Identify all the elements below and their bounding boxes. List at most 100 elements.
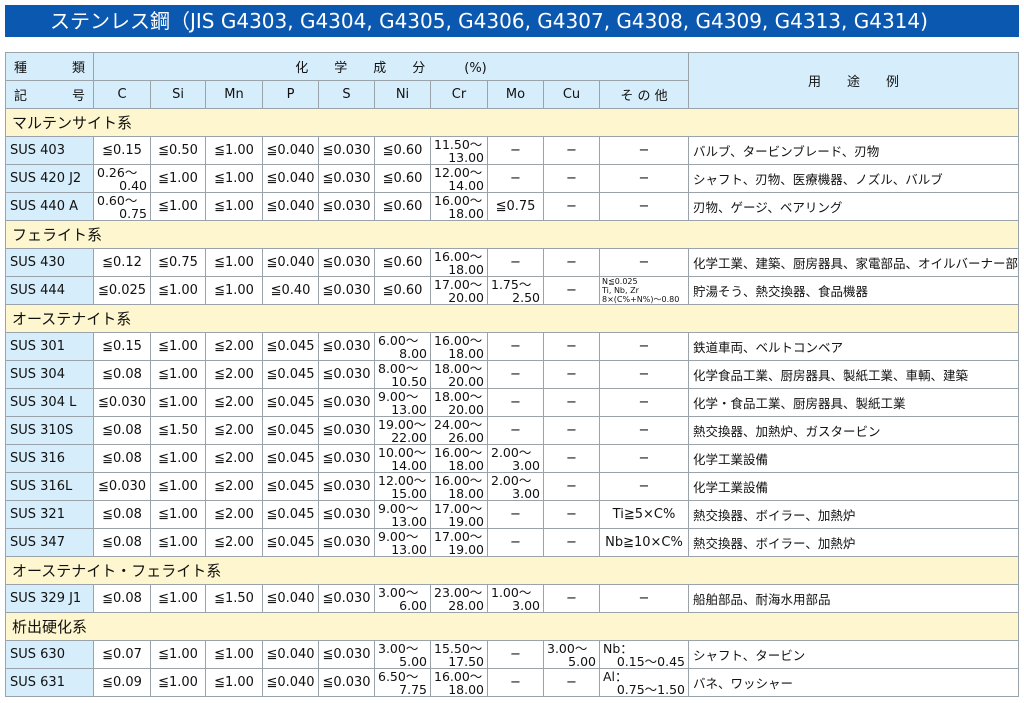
table-row: SUS 440 A 0.60〜 0.75 ≦1.00 ≦1.00 ≦0.040 ≦0.030… bbox=[5, 192, 1019, 221]
value-line: 5.00 bbox=[399, 653, 427, 669]
value-cell: 3.00〜 5.00 bbox=[374, 640, 431, 669]
value-cell: 16.00〜 18.00 bbox=[430, 668, 488, 697]
value-line: 2.00〜 bbox=[491, 444, 532, 460]
value-cell: ≦0.045 bbox=[262, 360, 319, 389]
value-line: 3.00 bbox=[512, 457, 540, 473]
column-header: Mn bbox=[205, 80, 263, 109]
use-cell: 刃物、ゲージ、ベアリング bbox=[688, 192, 1019, 221]
value-line: 13.00 bbox=[391, 541, 427, 557]
value-range: 16.00〜 18.00 bbox=[432, 334, 487, 360]
page-title: ステンレス鋼（JIS G4303, G4304, G4305, G4306, G… bbox=[5, 5, 1019, 37]
table-row: SUS 316L ≦0.030 ≦1.00 ≦2.00 ≦0.045 ≦0.030 12.0… bbox=[5, 472, 1019, 501]
table-row: SUS 420 J2 0.26〜 0.40 ≦1.00 ≦1.00 ≦0.040 ≦0.03… bbox=[5, 164, 1019, 193]
value-cell: − bbox=[487, 332, 544, 361]
category-label: マルテンサイト系 bbox=[5, 108, 1019, 137]
value-cell: 16.00〜 18.00 bbox=[430, 332, 488, 361]
value-line: 2.00〜 bbox=[491, 472, 532, 488]
value-range: 3.00〜 5.00 bbox=[376, 642, 430, 669]
value-cell: ≦0.09 bbox=[93, 668, 151, 697]
stainless-steel-table: 種類 化 学 成 分 (%) 用 途 例 記号 C Si Mn P S Ni Cr Mo Cu そ… bbox=[5, 52, 1019, 697]
value-cell: ≦1.00 bbox=[150, 276, 206, 305]
value-cell: 3.00〜 5.00 bbox=[543, 640, 600, 669]
value-cell: ≦1.00 bbox=[150, 388, 206, 417]
value-cell: Al： 0.75〜1.50 bbox=[599, 668, 689, 697]
value-line: 18.00 bbox=[448, 205, 484, 221]
value-cell: 6.50〜 7.75 bbox=[374, 668, 431, 697]
value-line: 16.00〜 bbox=[434, 192, 483, 208]
value-cell: − bbox=[599, 388, 689, 417]
value-cell: ≦0.75 bbox=[487, 192, 544, 221]
use-cell: バルブ、タービンブレード、刃物 bbox=[688, 136, 1019, 165]
value-range: 12.00〜 15.00 bbox=[376, 474, 430, 501]
category-label: 析出硬化系 bbox=[5, 612, 1019, 641]
value-line: 16.00〜 bbox=[434, 248, 483, 264]
table-row: SUS 301 ≦0.15 ≦1.00 ≦2.00 ≦0.045 ≦0.030 6.00〜 8… bbox=[5, 332, 1019, 361]
use-cell: 熱交換器、加熱炉、ガスタービン bbox=[688, 416, 1019, 445]
value-cell: ≦1.00 bbox=[150, 444, 206, 473]
use-cell: 化学食品工業、厨房器具、製紙工業、車輌、建築 bbox=[688, 360, 1019, 389]
value-cell: − bbox=[487, 164, 544, 193]
value-line: 22.00 bbox=[391, 429, 427, 445]
value-cell: ≦0.030 bbox=[318, 472, 375, 501]
value-cell: ≦0.030 bbox=[318, 444, 375, 473]
category-label: オーステナイト系 bbox=[5, 304, 1019, 333]
value-cell: ≦0.030 bbox=[318, 668, 375, 697]
value-cell: 17.00〜 19.00 bbox=[430, 500, 488, 529]
table-row: SUS 316 ≦0.08 ≦1.00 ≦2.00 ≦0.045 ≦0.030 10.00〜… bbox=[5, 444, 1019, 473]
note-line: N≦0.025 bbox=[602, 277, 638, 287]
value-line: 0.75〜1.50 bbox=[616, 681, 685, 697]
value-cell: ≦0.045 bbox=[262, 528, 319, 557]
use-cell: 化学工業、建築、厨房器具、家電部品、オイルバーナー部品 bbox=[688, 248, 1019, 277]
value-cell: ≦0.040 bbox=[262, 164, 319, 193]
value-cell: − bbox=[543, 528, 600, 557]
value-cell: 18.00〜 20.00 bbox=[430, 388, 488, 417]
value-cell: ≦2.00 bbox=[205, 528, 263, 557]
value-line: 1.00〜 bbox=[491, 584, 532, 600]
table-row: SUS 630 ≦0.07 ≦1.00 ≦1.00 ≦0.040 ≦0.030 3.00〜 5… bbox=[5, 640, 1019, 669]
table-row: SUS 304 ≦0.08 ≦1.00 ≦2.00 ≦0.045 ≦0.030 8.00〜 1… bbox=[5, 360, 1019, 389]
value-cell: 9.00〜 13.00 bbox=[374, 388, 431, 417]
value-cell: ≦0.08 bbox=[93, 584, 151, 613]
value-line: 13.00 bbox=[391, 401, 427, 417]
designation-cell: SUS 430 bbox=[5, 248, 94, 277]
value-cell: ≦0.045 bbox=[262, 416, 319, 445]
table-row: SUS 347 ≦0.08 ≦1.00 ≦2.00 ≦0.045 ≦0.030 9.00〜 1… bbox=[5, 528, 1019, 557]
value-range: 16.00〜 18.00 bbox=[432, 192, 487, 221]
kind-label: 種 bbox=[14, 61, 28, 76]
value-cell: ≦1.00 bbox=[150, 164, 206, 193]
value-line: 1.75〜 bbox=[491, 276, 532, 292]
value-line: 2.50 bbox=[512, 289, 540, 305]
value-cell: ≦1.00 bbox=[205, 276, 263, 305]
column-header: Cr bbox=[430, 80, 488, 109]
value-cell: ≦0.030 bbox=[318, 640, 375, 669]
value-cell: − bbox=[543, 668, 600, 697]
value-cell: − bbox=[543, 360, 600, 389]
value-cell: ≦1.00 bbox=[150, 500, 206, 529]
value-cell: 16.00〜 18.00 bbox=[430, 248, 488, 277]
value-cell: ≦0.60 bbox=[374, 136, 431, 165]
value-range: 9.00〜 13.00 bbox=[376, 530, 430, 557]
value-line: 18.00 bbox=[448, 681, 484, 697]
value-line: 15.00 bbox=[391, 485, 427, 501]
value-cell: ≦0.045 bbox=[262, 332, 319, 361]
value-cell: − bbox=[599, 416, 689, 445]
designation-cell: SUS 630 bbox=[5, 640, 94, 669]
value-cell: − bbox=[543, 248, 600, 277]
value-line: 0.26〜 bbox=[97, 164, 138, 180]
use-cell: 化学工業設備 bbox=[688, 472, 1019, 501]
value-cell: ≦1.00 bbox=[205, 164, 263, 193]
value-range: 16.00〜 18.00 bbox=[432, 472, 487, 500]
value-cell: ≦0.040 bbox=[262, 668, 319, 697]
value-range: 16.00〜 18.00 bbox=[432, 446, 487, 472]
value-cell: 17.00〜 20.00 bbox=[430, 276, 488, 305]
value-line: 6.00 bbox=[399, 597, 427, 613]
kind-header: 種類 bbox=[5, 52, 94, 81]
value-cell: 18.00〜 20.00 bbox=[430, 360, 488, 389]
designation-cell: SUS 329 J1 bbox=[5, 584, 94, 613]
value-line: 24.00〜 bbox=[434, 416, 483, 432]
value-cell: − bbox=[543, 276, 600, 305]
composition-header: 化 学 成 分 (%) bbox=[93, 52, 689, 81]
value-line: 6.00〜 bbox=[378, 332, 419, 348]
value-line: 16.00〜 bbox=[434, 472, 483, 488]
value-cell: − bbox=[487, 136, 544, 165]
